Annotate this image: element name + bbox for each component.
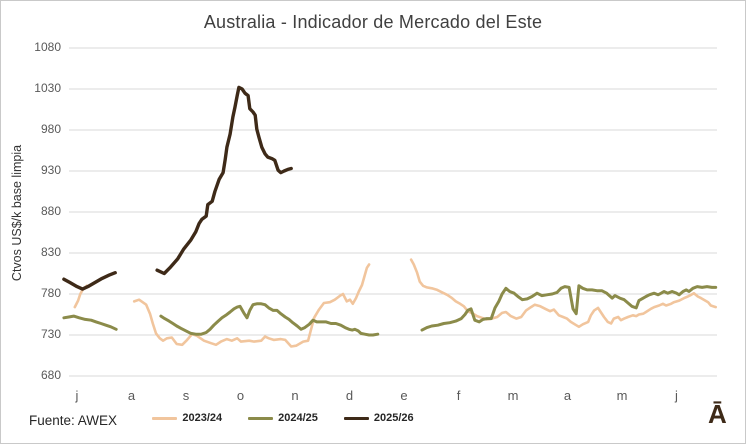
x-tick-label: n xyxy=(291,388,299,403)
x-tick-label: e xyxy=(400,388,408,403)
legend-item-2023-24: 2023/24 xyxy=(152,412,222,424)
series-line-2024-25 xyxy=(62,314,118,331)
x-tick-label: m xyxy=(507,388,519,403)
x-tick-label: s xyxy=(182,388,190,403)
y-tick-label: 1030 xyxy=(34,81,61,95)
series-line-2025-26 xyxy=(155,85,293,276)
y-tick-label: 780 xyxy=(40,286,61,300)
y-tick-label: 830 xyxy=(40,245,61,259)
legend-item-2024-25: 2024/25 xyxy=(248,412,318,424)
series-line-2024-25 xyxy=(420,284,718,332)
legend-item-2025-26: 2025/26 xyxy=(343,412,414,424)
series-line-2024-25 xyxy=(159,302,380,337)
y-tick-label: 680 xyxy=(40,368,61,382)
x-tick-label: j xyxy=(75,388,79,403)
y-tick-label: 1080 xyxy=(34,40,61,54)
x-tick-label: a xyxy=(127,388,136,403)
series-line-2025-26 xyxy=(62,271,117,291)
x-tick-label: a xyxy=(563,388,572,403)
legend-label-2024-25: 2024/25 xyxy=(278,412,318,424)
x-tick-label: o xyxy=(236,388,245,403)
series-line-2023-24 xyxy=(132,263,371,348)
y-tick-label: 730 xyxy=(40,327,61,341)
x-tick-label: j xyxy=(675,388,678,403)
legend-label-2025-26: 2025/26 xyxy=(373,412,414,424)
x-tick-label: d xyxy=(345,388,354,403)
series-line-2023-24 xyxy=(409,258,718,329)
legend-swatch-2024-25 xyxy=(248,416,274,420)
legend-label-2023-24: 2023/24 xyxy=(182,412,223,424)
y-tick-label: 980 xyxy=(40,122,61,136)
x-tick-label: m xyxy=(616,388,628,403)
y-tick-label: 880 xyxy=(40,204,61,218)
logo-glyph: Ā xyxy=(708,399,727,429)
chart-legend: 2023/24 2024/25 2025/26 xyxy=(1,412,745,424)
x-tick-label: f xyxy=(456,388,461,403)
legend-swatch-2025-26 xyxy=(343,416,369,420)
y-tick-label: 930 xyxy=(40,163,61,177)
legend-swatch-2023-24 xyxy=(152,416,178,420)
source-note: Fuente: AWEX xyxy=(29,413,118,428)
chart-title: Australia - Indicador de Mercado del Est… xyxy=(203,12,543,32)
